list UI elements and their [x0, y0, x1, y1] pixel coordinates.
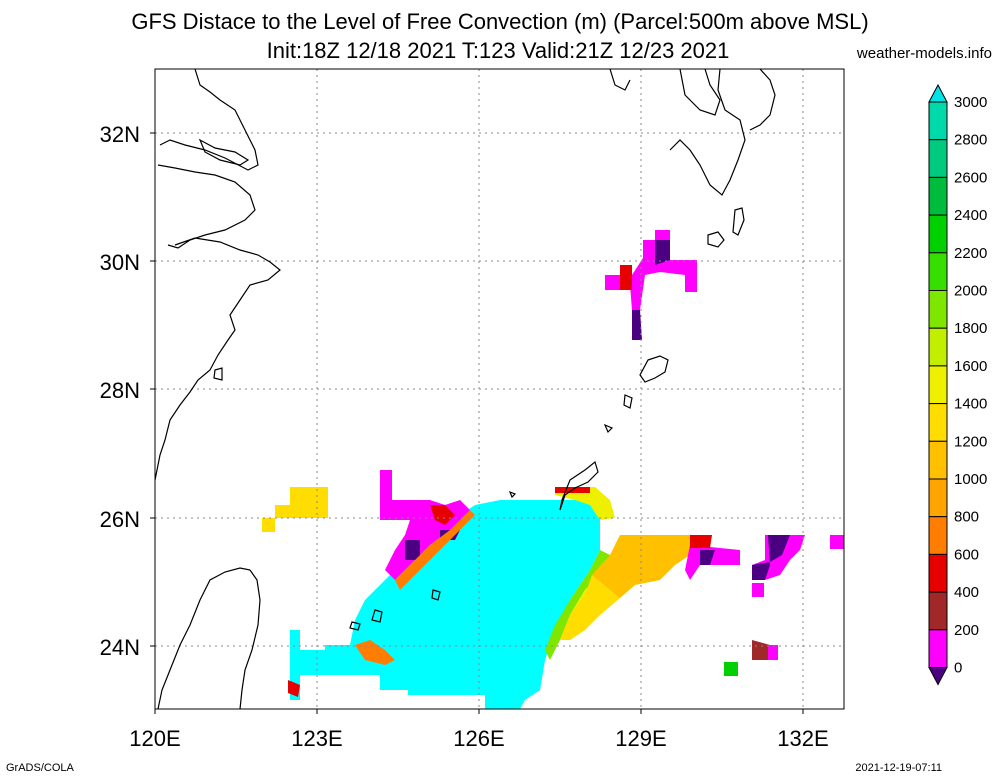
colorbar-label: 800 — [954, 509, 979, 526]
map-plot-area — [154, 68, 845, 710]
colorbar-swatch — [928, 139, 948, 178]
colorbar-label: 0 — [954, 660, 962, 677]
coast-island-tanegashima — [732, 207, 745, 236]
colorbar-swatch — [928, 403, 948, 442]
lat-label: 26N — [100, 507, 140, 532]
field-region-red-sw — [288, 680, 300, 697]
graticule — [155, 69, 844, 709]
field-region-mix-ne — [555, 487, 615, 520]
coast-kyushu — [609, 68, 776, 196]
colorbar-swatch — [928, 553, 948, 593]
field-region-purple-far-e — [752, 535, 790, 580]
colorbar-label: 2200 — [954, 245, 987, 262]
coast-island-5 — [349, 621, 361, 631]
field-region-red-nw — [430, 505, 455, 525]
colorbar-swatch — [928, 629, 948, 668]
coast-island-yakushima — [707, 231, 725, 248]
colorbar-label: 600 — [954, 546, 979, 563]
colorbar-label: 1000 — [954, 471, 987, 488]
colorbar-label: 2600 — [954, 169, 987, 186]
coast-island-3 — [431, 589, 441, 601]
map-subtitle: Init:18Z 12/18 2021 T:123 Valid:21Z 12/2… — [266, 38, 730, 63]
colorbar: 3000280026002400220020001800160014001200… — [928, 83, 987, 686]
colorbar-label: 3000 — [954, 94, 987, 111]
colorbar-label: 1600 — [954, 358, 987, 375]
lon-label: 132E — [777, 726, 828, 751]
lat-label: 28N — [100, 378, 140, 403]
field-region-yellow-nw — [275, 487, 328, 518]
lon-label: 123E — [291, 726, 342, 751]
coast-island-7 — [213, 367, 223, 381]
axis-ticks — [150, 132, 804, 714]
colorbar-swatch — [928, 365, 948, 405]
map-title: GFS Distace to the Level of Free Convect… — [131, 9, 869, 34]
footer-software: GrADS/COLA — [6, 762, 74, 774]
field-region-purple-nw — [405, 540, 420, 560]
colorbar-label: 400 — [954, 584, 979, 601]
coastlines — [154, 68, 776, 710]
colorbar-label: 1800 — [954, 320, 987, 337]
coast-island-1 — [623, 394, 633, 409]
colorbar-swatch — [928, 327, 948, 367]
colorbar-label: 200 — [954, 622, 979, 639]
field-region-purple-n2 — [632, 310, 642, 340]
colorbar-label: 2000 — [954, 283, 987, 300]
field-region-magenta-se — [768, 645, 778, 660]
field-region-magenta-n — [605, 230, 697, 310]
coast-island-6 — [508, 490, 517, 499]
field-region-redband — [395, 510, 475, 590]
coast-taiwan — [157, 567, 261, 710]
field-region-brown-se — [752, 640, 770, 660]
lat-label: 32N — [100, 122, 140, 147]
colorbar-label: 2400 — [954, 207, 987, 224]
field-region-magenta-e — [685, 545, 740, 580]
coast-island-amami — [639, 355, 669, 383]
colorbar-swatch — [928, 478, 948, 518]
lon-label: 120E — [129, 726, 180, 751]
field-region-yellow-small — [262, 518, 275, 532]
field-region-red-n — [620, 265, 632, 290]
lat-label: 24N — [100, 635, 140, 660]
colorbar-label: 2800 — [954, 132, 987, 149]
colorbar-swatch — [928, 440, 948, 480]
coast-china-bay — [198, 138, 250, 166]
site-credit: weather-models.info — [856, 45, 992, 62]
lat-label: 30N — [100, 250, 140, 275]
colorbar-swatch — [928, 101, 948, 141]
colorbar-swatch — [928, 252, 948, 292]
footer-timestamp: 2021-12-19-07:11 — [855, 762, 942, 774]
colorbar-swatch — [928, 290, 948, 329]
colorbar-swatch — [928, 591, 948, 631]
coast-island-okinawa — [559, 460, 599, 511]
lon-label: 129E — [615, 726, 666, 751]
colorbar-swatch — [928, 214, 948, 254]
field-region-green-dot — [724, 662, 738, 676]
colorbar-swatch — [928, 176, 948, 216]
colorbar-swatch — [928, 516, 948, 555]
field-region-red-e — [690, 535, 712, 548]
field-region-magenta-nw — [380, 470, 470, 580]
coast-island-4 — [371, 609, 383, 623]
colorbar-top-arrow — [928, 83, 948, 103]
colorbar-label: 1400 — [954, 396, 987, 413]
field-region-magenta-dot — [830, 535, 844, 549]
field-region-magenta-dot2 — [752, 583, 764, 597]
coast-island-2 — [603, 423, 614, 434]
coast-china — [154, 68, 281, 481]
field-region-purple-n — [655, 240, 670, 265]
colorbar-label: 1200 — [954, 433, 987, 450]
shaded-field — [262, 230, 844, 709]
field-region-lightorange — [560, 575, 620, 640]
field-region-purple-e — [700, 550, 715, 565]
lon-label: 126E — [453, 726, 504, 751]
colorbar-bottom-arrow — [928, 667, 948, 686]
